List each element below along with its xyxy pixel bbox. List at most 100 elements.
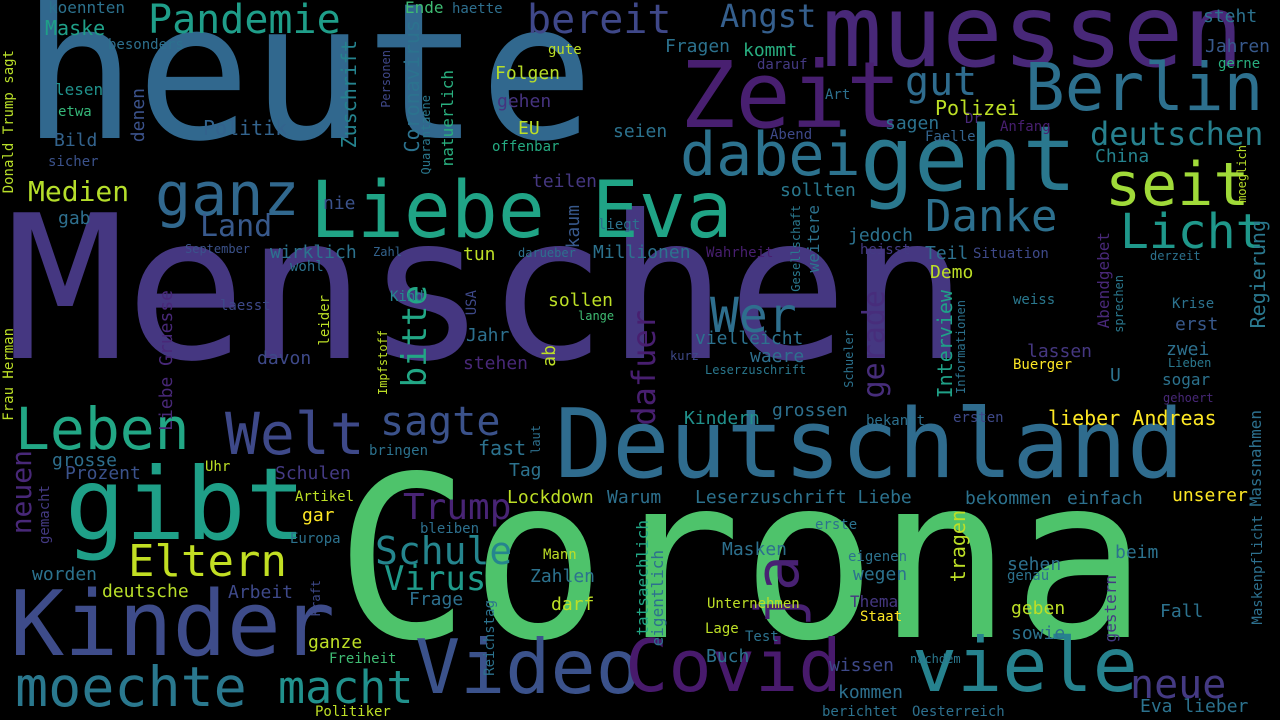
- word: Medien: [28, 175, 130, 208]
- word: Buerger: [1013, 357, 1073, 373]
- word: heisst: [860, 242, 911, 258]
- word: sagen: [885, 113, 940, 134]
- word: geht: [860, 107, 1077, 212]
- word: Fall: [1160, 601, 1204, 622]
- word: grossen: [772, 400, 848, 421]
- word: USA: [464, 290, 480, 316]
- word: sicher: [48, 154, 99, 170]
- word: Tag: [509, 460, 542, 481]
- word: sprechen: [1112, 275, 1126, 333]
- word: genau: [1007, 568, 1050, 584]
- word: dafuer: [625, 310, 663, 426]
- word: Arbeit: [228, 582, 294, 603]
- word: gut: [905, 59, 978, 105]
- word: Maskenpflicht: [1250, 515, 1266, 625]
- word: Virus: [384, 559, 487, 599]
- word: kaum: [563, 205, 584, 249]
- word: Krise: [1172, 296, 1215, 312]
- word: Test: [745, 629, 779, 645]
- word: Kind: [390, 289, 424, 305]
- word: Freiheit: [329, 651, 397, 667]
- word: etwa: [58, 104, 92, 120]
- word: Millionen: [593, 242, 691, 263]
- word: Demo: [930, 262, 974, 283]
- word: Quarantaene: [419, 95, 433, 175]
- word: Liebe Eva: [310, 166, 733, 256]
- word: darf: [551, 594, 595, 615]
- word: Abendgebet: [1094, 232, 1113, 329]
- word: weiss: [1013, 292, 1056, 308]
- word: Video: [415, 623, 641, 711]
- word: dabei: [680, 120, 861, 190]
- word: Angst: [720, 0, 817, 35]
- word: seien: [613, 121, 668, 142]
- word: derzeit: [1150, 249, 1201, 263]
- word: koennten: [48, 0, 126, 17]
- word: Thema: [850, 592, 899, 611]
- word: erst: [1175, 314, 1219, 335]
- word: beim: [1115, 542, 1159, 563]
- word: wissen: [829, 655, 895, 676]
- word: Europa: [290, 531, 341, 547]
- word: stehen: [463, 353, 529, 374]
- word: Kinder: [10, 572, 336, 677]
- word: wirklich: [270, 242, 357, 263]
- word: natuerlich: [438, 70, 457, 167]
- word: gibt: [65, 446, 306, 563]
- word: Faelle: [925, 129, 976, 145]
- word: lange: [578, 309, 615, 323]
- word: Politik: [203, 116, 288, 140]
- word: erste: [815, 517, 858, 533]
- word: grosse: [52, 450, 118, 471]
- word: ganze: [308, 632, 363, 653]
- word: Pandemie: [148, 0, 341, 43]
- word: gehoert: [1163, 391, 1214, 405]
- word: gemacht: [37, 485, 53, 545]
- word: gab: [58, 208, 91, 229]
- word: sagte: [380, 399, 501, 445]
- word: Corona: [335, 429, 1148, 691]
- word: Zuschrift: [337, 40, 361, 149]
- word: sollten: [780, 180, 856, 201]
- word: kommt: [743, 40, 798, 61]
- word: deutsche: [102, 581, 189, 602]
- word: Regierung: [1246, 220, 1270, 329]
- word: Deutschland: [555, 390, 1185, 500]
- word: Politiker: [315, 704, 391, 720]
- word: leider: [317, 295, 333, 346]
- word: Prozent: [65, 463, 141, 484]
- word: haette: [452, 1, 503, 17]
- word: Trump: [403, 487, 512, 528]
- word: davon: [257, 348, 312, 369]
- word: China: [1095, 146, 1150, 167]
- word: Massnahmen: [1246, 410, 1265, 507]
- word: Staat: [860, 609, 903, 625]
- word: kurz: [670, 349, 699, 363]
- word: Art: [825, 87, 851, 103]
- word: Donald Trump sagt: [1, 50, 17, 194]
- word: Schulen: [275, 463, 351, 484]
- word: Lage: [705, 621, 739, 637]
- word: EU: [518, 118, 540, 139]
- word: jedoch: [848, 225, 914, 246]
- word: offenbar: [492, 139, 560, 155]
- word: einfach: [1067, 488, 1143, 509]
- word: Zeit: [680, 42, 902, 149]
- word: Licht: [1120, 204, 1265, 260]
- word: Artikel: [295, 489, 355, 505]
- word: vielleicht: [695, 328, 804, 349]
- word: Leserzuschrift: [705, 363, 807, 377]
- word: steht: [1203, 6, 1258, 27]
- word: Leserzuschrift Liebe: [695, 487, 912, 508]
- word: moechte: [15, 655, 247, 719]
- word: Dr: [965, 111, 982, 127]
- word: Interview: [933, 290, 957, 399]
- word: Warum: [607, 487, 662, 508]
- word: eigentlich: [648, 550, 667, 647]
- word: bringen: [369, 443, 429, 459]
- word: Frau Herman: [1, 328, 17, 421]
- word: sollen: [548, 290, 614, 311]
- word: Kraft: [309, 580, 323, 617]
- word: Danke: [925, 191, 1058, 242]
- word: lesen: [55, 80, 104, 99]
